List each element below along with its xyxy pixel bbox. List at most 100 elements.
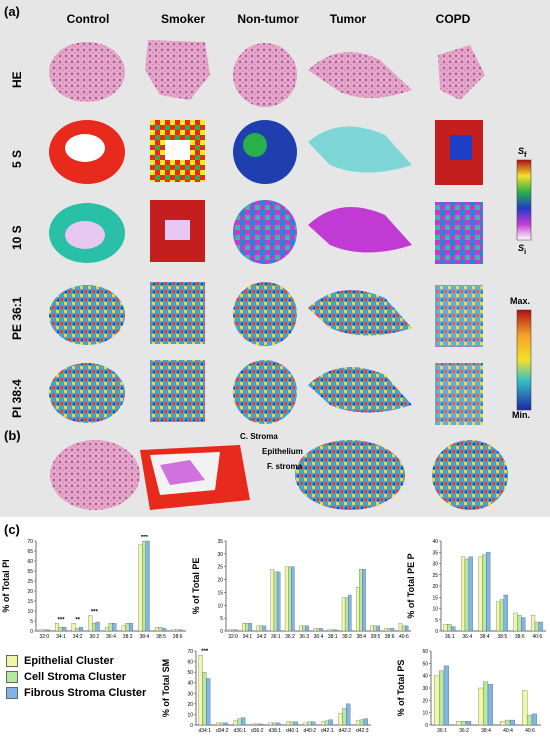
chart-ytick-label: 0 (435, 629, 438, 635)
chart-xtick-label: 40:4 (503, 728, 513, 734)
annotation-f-stroma: F. stroma (267, 462, 303, 471)
chart-bar (206, 678, 211, 726)
chart-bar (162, 628, 167, 632)
chart-ytick-label: 60 (27, 559, 33, 565)
legend-swatch-fibrous-stroma (6, 687, 18, 699)
chart-bar (373, 625, 377, 632)
chart-xtick-label: 38:4 (139, 634, 149, 640)
chart-bar (237, 718, 242, 726)
chart-xtick-label: 38:6 (173, 634, 183, 640)
row-header-10s: 10 S (10, 225, 24, 250)
chart-xtick-label: 40:6 (525, 728, 535, 734)
chart-bar (478, 556, 483, 632)
chart-xtick-label: d40:1 (286, 728, 299, 734)
chart-bar (256, 625, 260, 632)
panel-label-a: (a) (4, 4, 20, 19)
chart-xtick-label: 38:5 (156, 634, 166, 640)
chart-ytick-label: 20 (187, 702, 193, 708)
chart-bar (538, 621, 543, 632)
tissue-image-grid (49, 40, 485, 425)
chart-xtick-label: 36:3 (299, 634, 309, 640)
chart-xtick-label: d42:1 (321, 728, 334, 734)
chart-bar (276, 722, 281, 726)
chart-xtick-label: d42:3 (356, 728, 369, 734)
chart-bar (138, 544, 143, 632)
chart-bar (276, 571, 281, 632)
chart-ytick-label: 70 (187, 649, 193, 655)
chart-bar (359, 719, 364, 726)
chart-bar (438, 670, 445, 726)
chart-ytick-label: 20 (27, 589, 33, 595)
chart-xtick-label: 38:4 (481, 728, 491, 734)
chart-bar (346, 703, 351, 726)
chart-bar (231, 629, 235, 632)
chart-bar (390, 628, 395, 632)
panel-b-images (50, 440, 508, 510)
chart-bar (311, 721, 316, 726)
chart-ytick-label: 15 (217, 590, 223, 596)
chart-significance: *** (91, 610, 99, 616)
chart-bar (370, 625, 374, 632)
chart-xtick-label: 36:1 (445, 634, 455, 640)
chart-ytick-label: 15 (432, 595, 438, 601)
column-header-copd: COPD (435, 12, 471, 26)
row-header-pi384: PI 38:4 (10, 379, 24, 418)
chart-bar (313, 628, 317, 632)
chart-xtick-label: 38:5 (371, 634, 381, 640)
row-header-pe361: PE 36:1 (10, 296, 24, 340)
chart-xtick-label: d36:1 (233, 728, 246, 734)
chart-bar (92, 623, 96, 632)
chart-ytick-label: 10 (187, 712, 193, 718)
annotation-epithelium: Epithelium (262, 447, 303, 456)
column-header-tumor: Tumor (329, 12, 367, 26)
chart-bar (71, 623, 76, 632)
chart-ylabel: % of Total SM (161, 659, 171, 717)
chart-bar (58, 626, 63, 632)
chart-ytick-label: 5 (220, 616, 223, 622)
chart-xtick-label: 36:4 (462, 634, 472, 640)
chart-bar (227, 629, 232, 632)
chart-ytick-label: 55 (27, 569, 33, 575)
chart-ytick-label: 30 (187, 691, 193, 697)
chart-bar (303, 722, 308, 726)
chart-xtick-label: d42:2 (338, 728, 351, 734)
cluster-colorbar (516, 159, 532, 241)
chart-bar (534, 621, 539, 632)
cluster-colorbar-bottom-label: Si (518, 243, 527, 256)
chart-pi: % of Total PI 0 5 10 15 20 25 55 60 65 70 32:0 34:1 *… (1, 535, 186, 640)
chart-bar (344, 597, 349, 632)
chart-bar (434, 675, 440, 726)
chart-ylabel: % of Total PE (191, 558, 201, 615)
chart-bar (262, 625, 267, 632)
chart-significance: *** (201, 649, 209, 655)
chart-bar (355, 720, 361, 726)
chart-ytick-label: 60 (187, 660, 193, 666)
chart-ylabel: % of Total PI (1, 559, 11, 612)
chart-ytick-label: 20 (432, 584, 438, 590)
chart-bar (272, 722, 277, 726)
chart-bar (145, 540, 150, 632)
chart-ytick-label: 0 (220, 629, 223, 635)
pe361-heatmap-row (49, 282, 483, 347)
chart-ytick-label: 20 (217, 578, 223, 584)
chart-bar (478, 687, 484, 726)
chart-bar (75, 628, 80, 632)
chart-bar (504, 719, 511, 726)
chart-bar (219, 722, 224, 726)
chart-bar (121, 625, 126, 632)
chart-ytick-label: 0 (30, 629, 33, 635)
annotation-c-stroma: C. Stroma (240, 432, 278, 441)
chart-bar (158, 626, 163, 632)
chart-bar (288, 566, 292, 632)
chart-bar (530, 615, 536, 632)
panel-label-c: (c) (4, 522, 20, 537)
chart-ytick-label: 10 (27, 609, 33, 615)
chart-xtick-label: 34:1 (242, 634, 252, 640)
chart-xtick-label: 38:5 (497, 634, 507, 640)
chart-bar (198, 655, 203, 726)
chart-bar (125, 623, 130, 632)
chart-bar (517, 615, 522, 632)
chart-bar (443, 665, 449, 726)
legend-item-cell-stroma: Cell Stroma Cluster (6, 671, 166, 683)
legend-label-cell-stroma: Cell Stroma Cluster (24, 671, 127, 683)
